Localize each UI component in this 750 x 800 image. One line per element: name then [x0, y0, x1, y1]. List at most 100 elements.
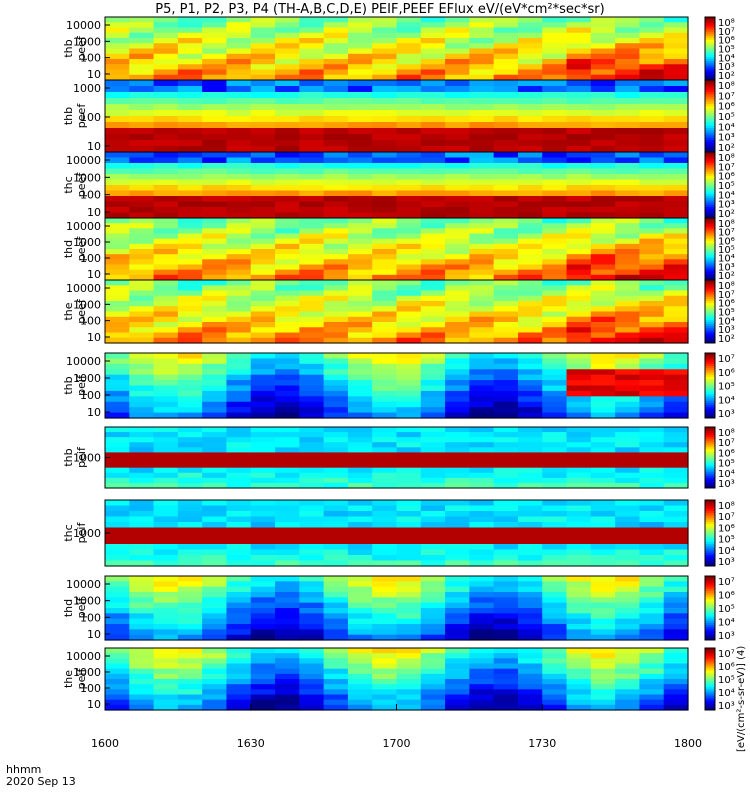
colorbar-step	[705, 622, 715, 626]
heatmap-cell	[347, 306, 373, 313]
heatmap-cell	[542, 274, 568, 281]
heatmap-cell	[347, 353, 373, 360]
heatmap-cell	[615, 673, 641, 680]
heatmap-cell	[153, 295, 179, 302]
heatmap-cell	[226, 673, 252, 680]
heatmap-cell	[469, 249, 495, 255]
colorbar-step	[705, 215, 715, 219]
heatmap-cell	[542, 472, 568, 479]
heatmap-cell	[615, 92, 641, 99]
heatmap-cell	[542, 269, 568, 276]
heatmap-cell	[202, 243, 228, 250]
heatmap-cell	[202, 592, 228, 598]
colorbar-step	[705, 473, 715, 477]
heatmap-cell	[372, 122, 398, 129]
colorbar-step	[705, 563, 715, 567]
heatmap-cell	[542, 69, 568, 76]
heatmap-cell	[445, 316, 470, 323]
heatmap-cell	[372, 152, 398, 159]
colorbar-step	[705, 286, 715, 289]
colorbar-frame	[704, 647, 716, 711]
heatmap-cell	[469, 482, 495, 489]
heatmap-cell	[347, 673, 373, 680]
heatmap-cell	[323, 122, 349, 129]
heatmap-cell	[639, 86, 665, 93]
colorbar-step	[705, 27, 715, 31]
heatmap-cell	[129, 689, 155, 696]
heatmap-cell	[517, 104, 543, 111]
heatmap-cell	[445, 218, 470, 224]
heatmap-cell	[299, 48, 325, 55]
heatmap-cell	[226, 168, 252, 175]
heatmap-cell	[469, 311, 495, 318]
heatmap-cell	[663, 467, 689, 474]
heatmap-cell	[420, 653, 446, 659]
heatmap-cell	[420, 238, 446, 245]
y-tick-label: 1000	[73, 171, 101, 184]
heatmap-cell	[153, 658, 179, 665]
heatmap-cell	[177, 274, 203, 281]
heatmap-cell	[226, 500, 252, 507]
heatmap-cell	[226, 179, 252, 186]
heatmap-cell	[105, 86, 130, 93]
heatmap-cell	[566, 86, 592, 93]
heatmap-cell	[129, 500, 155, 507]
colorbar-step	[705, 158, 715, 162]
heatmap-cell	[202, 32, 228, 39]
heatmap-cell	[517, 218, 543, 224]
heatmap-cell	[420, 618, 446, 625]
panel-frame	[104, 279, 689, 344]
heatmap-cell	[493, 269, 519, 276]
heatmap-cell	[469, 285, 495, 292]
heatmap-cell	[177, 228, 203, 235]
heatmap-cell	[615, 238, 641, 245]
heatmap-cell	[590, 146, 616, 153]
heatmap-cell	[420, 110, 446, 117]
heatmap-cell	[445, 500, 470, 507]
heatmap-cell	[639, 306, 665, 313]
colorbar-step	[705, 315, 715, 319]
colorbar-tick-label: 10³	[718, 133, 735, 144]
heatmap-cell	[177, 380, 203, 387]
heatmap-cell	[493, 53, 519, 60]
heatmap-cell	[396, 427, 422, 433]
heatmap-cell	[615, 704, 641, 711]
heatmap-cell	[226, 86, 252, 93]
y-tick-label: 100	[80, 389, 101, 402]
heatmap-cell	[153, 684, 179, 690]
heatmap-cell	[226, 385, 252, 392]
heatmap-cell	[105, 116, 130, 123]
colorbar-step	[705, 128, 715, 131]
heatmap-cell	[566, 157, 592, 164]
heatmap-cell	[517, 560, 543, 567]
heatmap-cell	[153, 442, 179, 448]
colorbar-step	[705, 629, 715, 632]
heatmap-cell	[372, 549, 398, 556]
heatmap-cell	[469, 174, 495, 181]
heatmap-cell	[663, 407, 689, 414]
heatmap-cell	[129, 412, 155, 419]
heatmap-cell	[177, 648, 203, 654]
heatmap-cell	[639, 560, 665, 567]
heatmap-cell	[469, 658, 495, 665]
heatmap-cell	[542, 306, 568, 313]
heatmap-cell	[469, 38, 495, 44]
heatmap-cell	[445, 679, 470, 685]
heatmap-cell	[420, 629, 446, 636]
heatmap-cell	[299, 249, 325, 255]
heatmap-cell	[517, 374, 543, 381]
heatmap-cell	[347, 110, 373, 117]
heatmap-cell	[420, 17, 446, 23]
heatmap-cell	[129, 190, 155, 197]
heatmap-cell	[153, 385, 179, 392]
colorbar-step	[705, 303, 715, 306]
heatmap-cell	[396, 679, 422, 685]
heatmap-cell	[639, 482, 665, 489]
heatmap-cell	[566, 32, 592, 39]
heatmap-cell	[445, 332, 470, 339]
heatmap-cell	[372, 396, 398, 403]
heatmap-cell	[177, 658, 203, 665]
heatmap-cell	[639, 243, 665, 250]
